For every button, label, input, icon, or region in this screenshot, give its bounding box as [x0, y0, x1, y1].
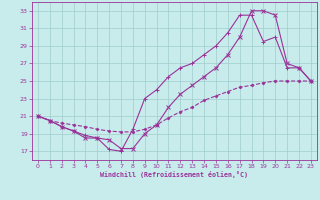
X-axis label: Windchill (Refroidissement éolien,°C): Windchill (Refroidissement éolien,°C): [100, 171, 248, 178]
